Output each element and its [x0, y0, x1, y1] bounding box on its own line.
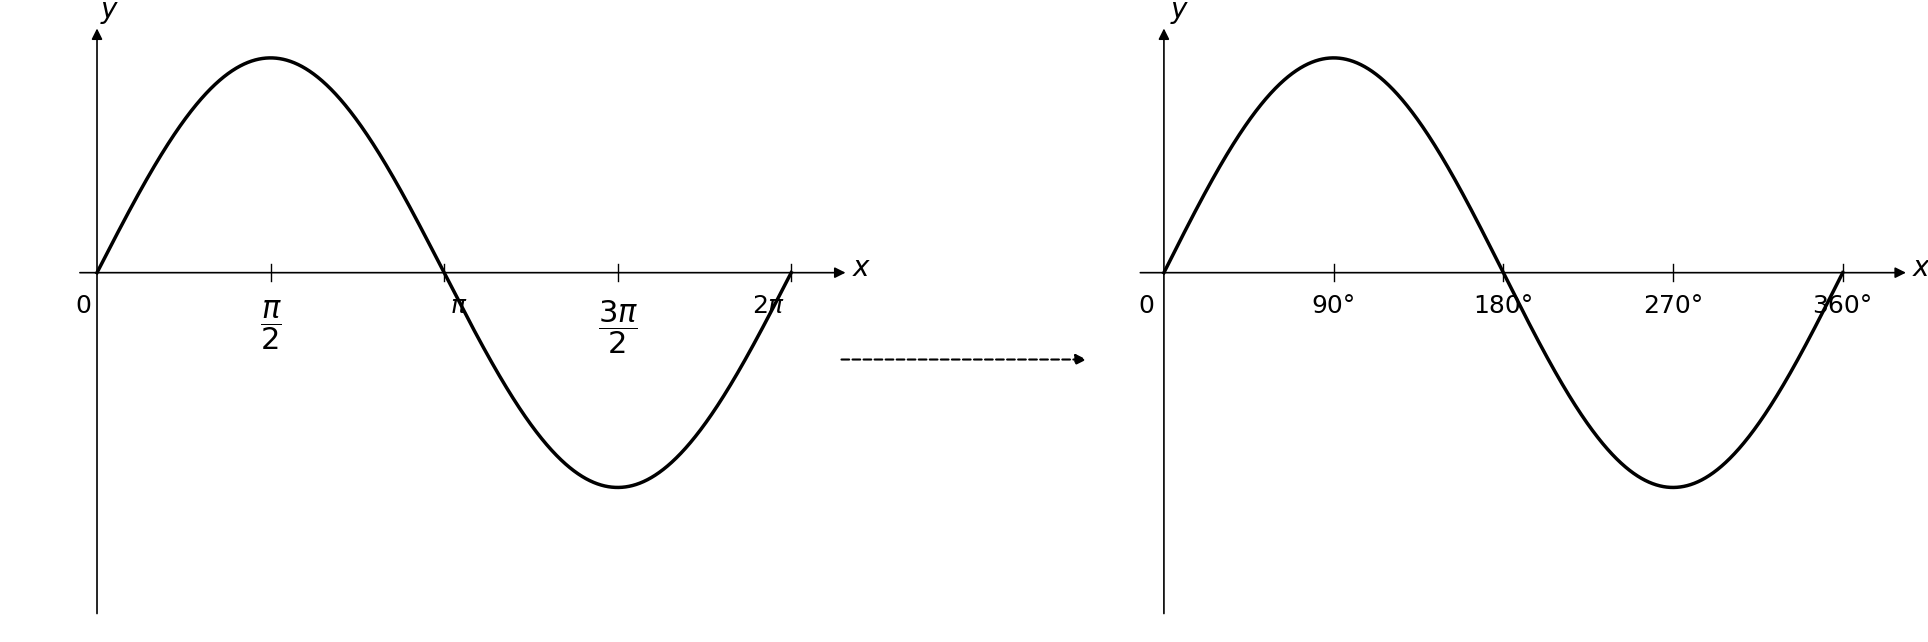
Text: $y$: $y$: [100, 0, 120, 26]
Text: $\dfrac{\pi}{2}$: $\dfrac{\pi}{2}$: [260, 299, 281, 352]
Text: $y$: $y$: [1170, 0, 1190, 26]
Text: $2\pi$: $2\pi$: [752, 294, 787, 318]
Text: 360°: 360°: [1812, 294, 1872, 318]
Text: 0: 0: [75, 294, 91, 318]
Text: $\dfrac{3\pi}{2}$: $\dfrac{3\pi}{2}$: [598, 299, 638, 356]
Text: 0: 0: [1139, 294, 1155, 318]
Text: 270°: 270°: [1643, 294, 1702, 318]
Text: $\pi$: $\pi$: [449, 294, 467, 318]
Text: 90°: 90°: [1311, 294, 1355, 318]
Text: 180°: 180°: [1473, 294, 1533, 318]
Text: $x$: $x$: [1913, 254, 1928, 282]
Text: $x$: $x$: [852, 254, 871, 282]
